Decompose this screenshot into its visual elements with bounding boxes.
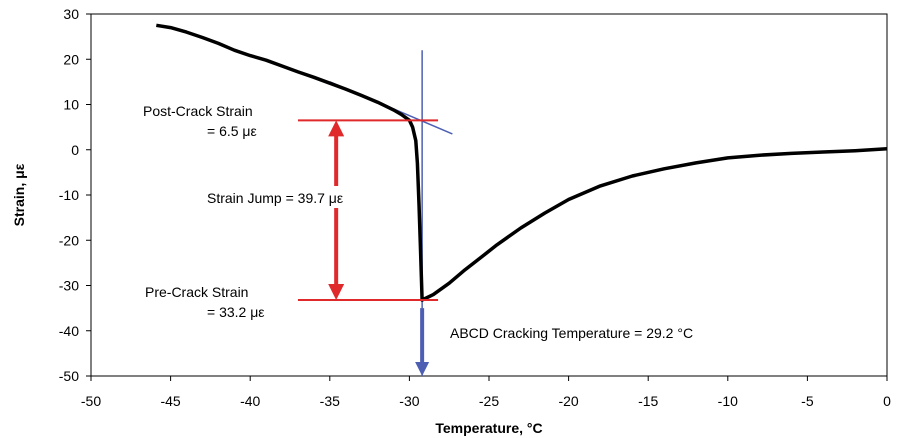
y-axis-title: Strain, με [11, 163, 27, 226]
x-tick-label: 0 [883, 393, 891, 409]
strain-curve [156, 23, 888, 302]
x-tick-label: -50 [81, 393, 101, 409]
post-crack-label-line2: = 6.5 με [207, 123, 257, 139]
cracking-temperature-label: ABCD Cracking Temperature = 29.2 °C [450, 325, 693, 341]
x-tick-label: -30 [399, 393, 419, 409]
y-tick-label: 20 [63, 51, 79, 67]
strain-jump-label-bg [203, 186, 375, 208]
x-tick-label: -15 [638, 393, 658, 409]
x-tick-label: -10 [718, 393, 738, 409]
x-tick-label: -45 [160, 393, 180, 409]
y-tick-label: -10 [59, 187, 79, 203]
pre-crack-label-line2: = 33.2 με [207, 304, 265, 320]
x-axis-ticks: -50 -45 -40 -35 -30 -25 -20 -15 -10 -5 0 [81, 376, 891, 409]
x-tick-label: -25 [479, 393, 499, 409]
x-axis-title: Temperature, °C [435, 420, 542, 436]
y-tick-label: 0 [71, 142, 79, 158]
x-tick-label: -20 [558, 393, 578, 409]
x-tick-label: -5 [801, 393, 814, 409]
strain-jump-label: Strain Jump = 39.7 με [207, 190, 343, 206]
y-axis-ticks: 30 20 10 0 -10 -20 -30 -40 -50 [59, 6, 91, 384]
y-tick-label: 30 [63, 6, 79, 22]
y-tick-label: 10 [63, 97, 79, 113]
pre-crack-label-line1: Pre-Crack Strain [145, 284, 248, 300]
x-tick-label: -40 [240, 393, 260, 409]
y-tick-label: -40 [59, 323, 79, 339]
y-tick-label: -30 [59, 278, 79, 294]
y-tick-label: -20 [59, 232, 79, 248]
post-crack-label-line1: Post-Crack Strain [143, 103, 253, 119]
x-tick-label: -35 [320, 393, 340, 409]
y-tick-label: -50 [59, 368, 79, 384]
